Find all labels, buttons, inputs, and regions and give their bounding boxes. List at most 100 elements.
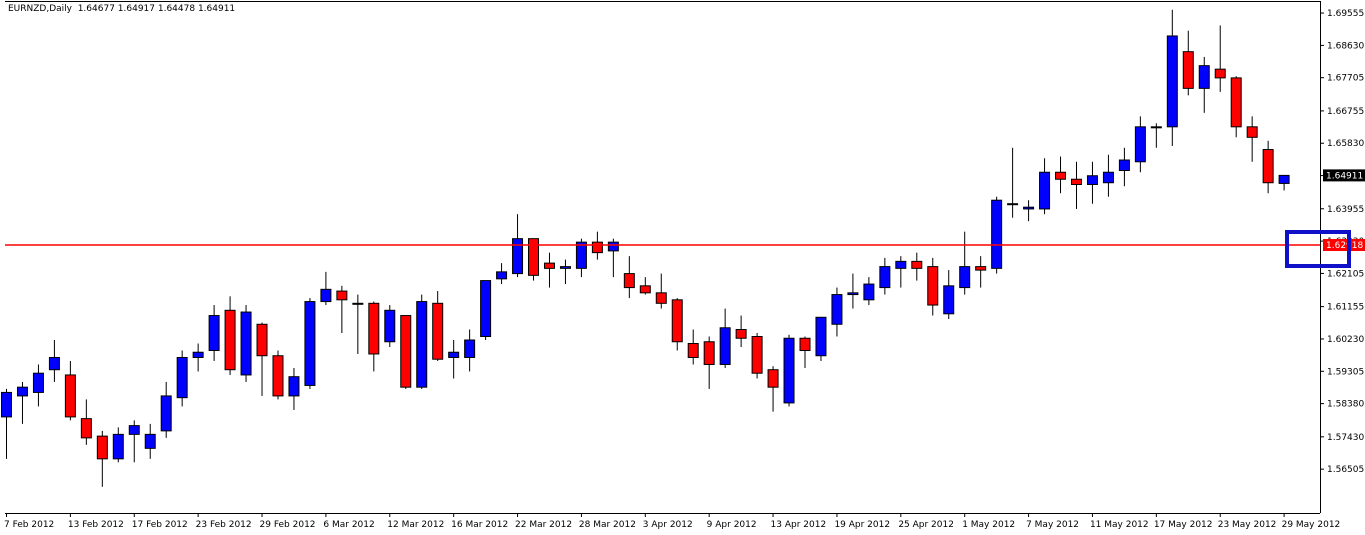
y-tick-label: 1.62105 [1327,269,1364,279]
y-tick-label: 1.57430 [1327,433,1364,443]
candle-body [80,418,92,439]
candle-body [1182,51,1194,89]
candle-body [1198,65,1210,89]
candle-body [32,372,44,393]
y-tick-label: 1.69555 [1327,9,1364,19]
y-tick-label: 1.63955 [1327,205,1364,215]
candle [1039,158,1051,215]
x-tick-label: 7 May 2012 [1026,520,1079,530]
candle-body [1055,171,1067,180]
candle-body [368,302,380,355]
candle-body [1134,126,1146,163]
candle [799,336,811,368]
candle [368,301,380,372]
chart-title: EURNZD,Daily 1.64677 1.64917 1.64478 1.6… [8,4,236,14]
candles-layer [1,9,1290,487]
candle-body [1007,203,1019,206]
candle [112,427,124,463]
candle-body [448,351,460,358]
x-tick-label: 25 Apr 2012 [898,520,954,530]
candle-body [927,266,939,306]
candle-body [911,260,923,269]
x-tick-label: 29 Feb 2012 [260,520,316,530]
candle [1166,9,1178,147]
y-tick-label: 1.65830 [1327,139,1364,149]
candle [16,381,28,424]
candle [751,333,763,379]
candle-body [1166,35,1178,128]
candle-body [831,294,843,325]
candle-body [815,316,827,357]
candle [1150,123,1162,148]
y-tick-label: 1.59305 [1327,367,1364,377]
candle-body [16,386,28,397]
candle [288,367,300,410]
candle-body [480,280,492,338]
candle [831,287,843,337]
candle-body [975,266,987,271]
candle [1007,147,1019,218]
candle [1102,154,1114,197]
candle [559,259,571,285]
candle [847,273,859,309]
x-tick-label: 28 Mar 2012 [579,520,636,530]
candle [352,294,364,354]
annotation-layer [1285,230,1351,268]
chart-frame [5,1,1321,514]
candle [655,273,667,309]
candle-body [400,315,412,388]
candle-body [64,374,76,418]
x-tick-label: 3 Apr 2012 [643,520,693,530]
candle [703,336,715,389]
candle-body [320,288,332,303]
candle-body [703,341,715,365]
candle-body [735,329,747,339]
y-tick-label: 1.67705 [1327,74,1364,84]
candle-body [272,355,284,397]
candle [1262,140,1274,194]
x-tick-label: 7 Feb 2012 [4,520,54,530]
candle [320,271,332,306]
x-tick-label: 13 Apr 2012 [771,520,827,530]
x-tick-label: 9 Apr 2012 [707,520,757,530]
x-tick-label: 12 Mar 2012 [387,520,444,530]
candle [144,423,156,459]
candle-body [943,285,955,315]
candle [464,329,476,372]
candle [192,343,204,372]
level-price-tag [1323,239,1365,252]
x-tick-label: 1 May 2012 [962,520,1015,530]
candle-body [144,433,156,449]
x-tick-label: 29 May 2012 [1282,520,1341,530]
y-tick-label: 1.58380 [1327,400,1364,410]
candle-body [655,292,667,304]
candle-body [352,302,364,305]
candle-body [687,342,699,358]
level-price-tag-label: 1.62918 [1326,241,1363,251]
candle-body [48,356,60,371]
candle-body [1214,68,1226,79]
candle [1,388,12,459]
candle [735,315,747,347]
candle [991,196,1003,274]
candle-body [1039,171,1051,210]
candle-body [1,391,12,418]
candle-body [751,336,763,374]
candle [623,256,635,299]
candle [480,280,492,341]
candle [176,350,188,407]
x-tick-label: 23 Feb 2012 [196,520,252,530]
candle-body [847,292,859,296]
candle [895,256,907,288]
candle [272,350,284,400]
candle-body [1023,206,1035,210]
x-tick-label: 13 Feb 2012 [68,520,124,530]
candle [975,256,987,288]
candle-body [384,309,396,343]
x-tick-label: 17 May 2012 [1154,520,1213,530]
highlight-box [1285,230,1351,268]
candle [879,257,891,295]
candle [639,277,651,295]
